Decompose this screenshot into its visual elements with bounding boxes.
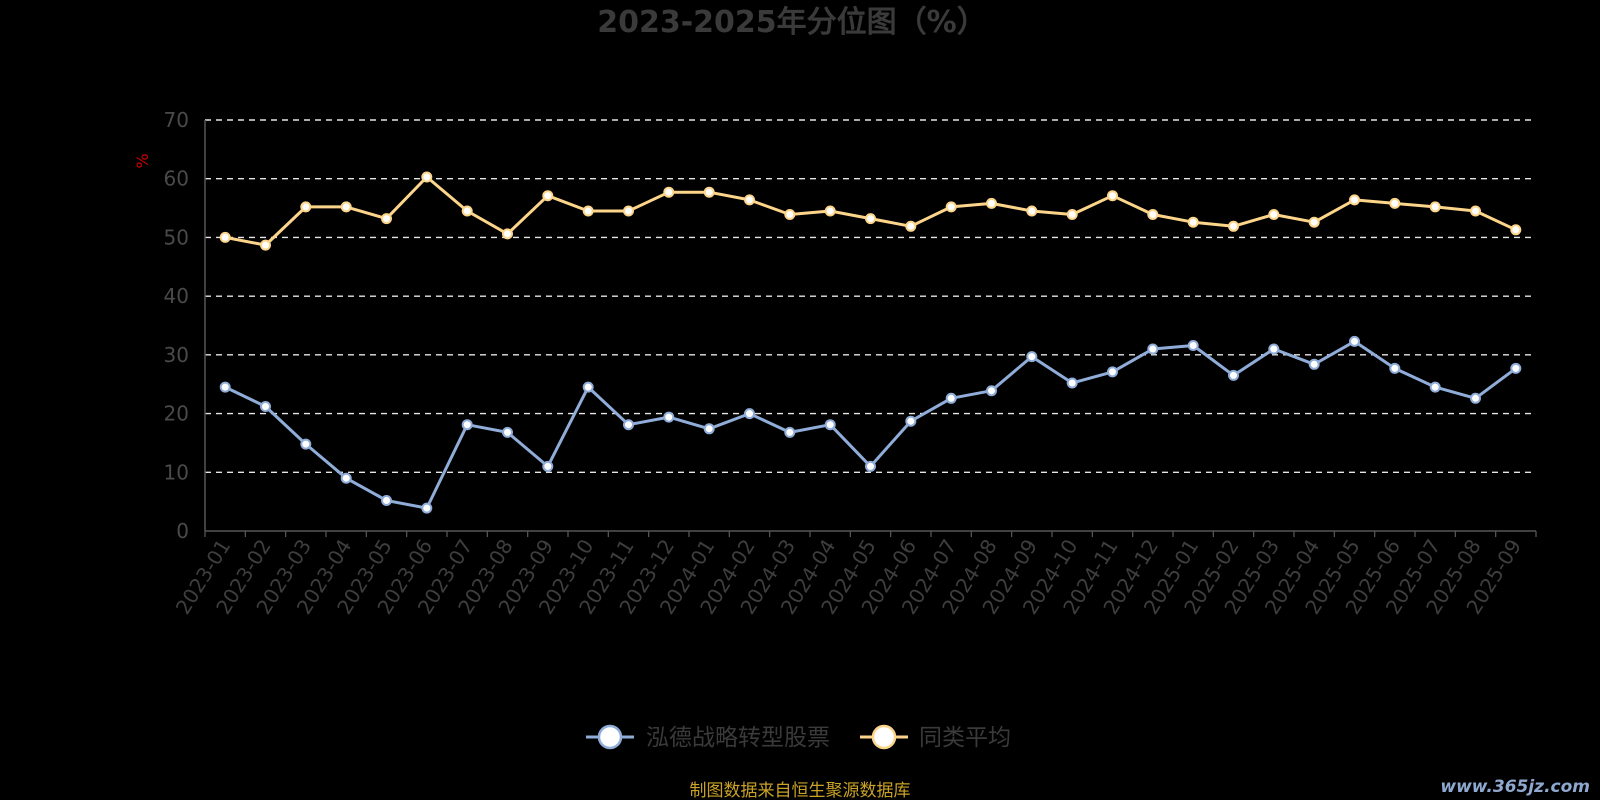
data-point[interactable] xyxy=(421,502,433,514)
data-point[interactable] xyxy=(1429,381,1441,393)
data-point[interactable] xyxy=(824,205,836,217)
data-point[interactable] xyxy=(542,190,554,202)
data-point[interactable] xyxy=(1107,366,1118,378)
data-point[interactable] xyxy=(1107,190,1118,202)
data-point[interactable] xyxy=(1308,216,1320,228)
y-tick-label: 70 xyxy=(164,108,189,132)
legend-label: 同类平均 xyxy=(919,725,1011,751)
data-point[interactable] xyxy=(1389,197,1401,209)
data-point[interactable] xyxy=(784,209,796,220)
data-point[interactable] xyxy=(784,426,796,438)
data-point[interactable] xyxy=(1349,335,1360,347)
data-point[interactable] xyxy=(219,381,231,393)
data-point[interactable] xyxy=(1228,369,1239,381)
y-tick-label: 60 xyxy=(164,167,189,191)
data-point[interactable] xyxy=(502,228,513,240)
legend-item-1[interactable]: 同类平均 xyxy=(860,724,1011,751)
legend-item-0[interactable]: 泓德战略转型股票 xyxy=(586,724,830,751)
data-point[interactable] xyxy=(986,197,997,209)
data-point[interactable] xyxy=(260,401,271,412)
data-point[interactable] xyxy=(381,495,392,506)
data-point[interactable] xyxy=(260,239,271,251)
x-axis-ticks: 2023-012023-022023-032023-042023-052023-… xyxy=(171,531,1537,619)
data-point[interactable] xyxy=(1429,201,1441,213)
data-point[interactable] xyxy=(1026,351,1038,363)
data-point[interactable] xyxy=(1147,343,1159,355)
data-source-note: 制图数据来自恒生聚源数据库 xyxy=(690,781,911,800)
data-point[interactable] xyxy=(1066,209,1078,220)
data-point[interactable] xyxy=(986,385,997,397)
data-point[interactable] xyxy=(1066,377,1078,389)
data-point[interactable] xyxy=(340,472,352,484)
data-point[interactable] xyxy=(1187,340,1199,351)
data-point[interactable] xyxy=(623,205,634,217)
data-point[interactable] xyxy=(461,205,473,217)
watermark: www.365jz.com xyxy=(1440,777,1590,797)
data-point[interactable] xyxy=(945,201,957,213)
data-point[interactable] xyxy=(663,186,675,198)
data-point[interactable] xyxy=(905,415,917,427)
data-point[interactable] xyxy=(340,201,352,213)
data-point[interactable] xyxy=(502,426,513,438)
series-lines xyxy=(219,171,1522,514)
data-point[interactable] xyxy=(1187,216,1199,228)
legend-marker xyxy=(597,724,623,750)
data-point[interactable] xyxy=(300,201,312,213)
data-point[interactable] xyxy=(905,220,917,232)
data-point[interactable] xyxy=(1510,224,1522,236)
data-point[interactable] xyxy=(300,438,312,450)
data-point[interactable] xyxy=(1349,194,1360,206)
data-point[interactable] xyxy=(865,460,876,472)
data-point[interactable] xyxy=(824,419,836,431)
data-point[interactable] xyxy=(461,419,473,431)
data-point[interactable] xyxy=(1268,343,1280,355)
data-point[interactable] xyxy=(945,392,957,404)
legend-label: 泓德战略转型股票 xyxy=(646,725,830,751)
data-point[interactable] xyxy=(421,171,433,183)
data-point[interactable] xyxy=(1147,209,1159,220)
data-point[interactable] xyxy=(1470,205,1481,217)
legend-marker xyxy=(871,724,897,750)
data-point[interactable] xyxy=(1308,358,1320,370)
series-line-1 xyxy=(224,175,1517,247)
data-point[interactable] xyxy=(744,194,755,206)
y-tick-label: 30 xyxy=(164,343,189,367)
data-point[interactable] xyxy=(1268,209,1280,220)
grid-lines xyxy=(205,119,1536,473)
y-tick-label: 10 xyxy=(164,460,189,484)
data-point[interactable] xyxy=(703,423,715,435)
legend[interactable]: 泓德战略转型股票 同类平均 xyxy=(586,724,1011,751)
data-point[interactable] xyxy=(219,231,231,243)
data-point[interactable] xyxy=(1470,392,1481,404)
y-tick-label: 50 xyxy=(164,225,189,249)
y-tick-label: 20 xyxy=(164,402,189,426)
data-point[interactable] xyxy=(1510,362,1522,374)
y-tick-label: 0 xyxy=(176,519,189,543)
data-point[interactable] xyxy=(582,381,594,393)
data-point[interactable] xyxy=(703,186,715,198)
y-axis-label: % xyxy=(133,153,152,168)
series-line-0 xyxy=(224,339,1517,510)
data-point[interactable] xyxy=(623,419,634,431)
data-point[interactable] xyxy=(1026,205,1038,217)
axes xyxy=(204,120,1536,532)
data-point[interactable] xyxy=(1228,220,1239,232)
data-point[interactable] xyxy=(865,213,876,225)
y-tick-label: 40 xyxy=(164,284,189,308)
data-point[interactable] xyxy=(381,213,392,225)
data-point[interactable] xyxy=(542,460,554,472)
chart-title: 2023-2025年分位图（%） xyxy=(597,5,987,40)
data-point[interactable] xyxy=(744,408,755,420)
data-point[interactable] xyxy=(582,205,594,217)
data-point[interactable] xyxy=(663,411,675,423)
data-point[interactable] xyxy=(1389,362,1401,374)
y-axis-ticks: 0 10 20 30 40 50 60 70 xyxy=(164,108,189,543)
